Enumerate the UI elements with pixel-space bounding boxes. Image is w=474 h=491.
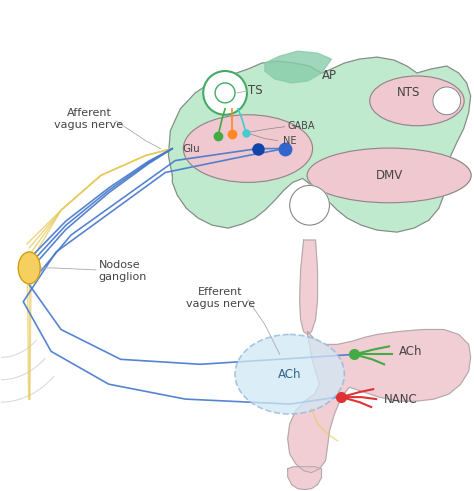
Circle shape <box>290 186 329 225</box>
Polygon shape <box>168 57 471 232</box>
Text: NANC: NANC <box>384 393 418 406</box>
Text: TS: TS <box>248 84 263 97</box>
Ellipse shape <box>18 252 40 284</box>
Polygon shape <box>288 329 471 473</box>
Text: NTS: NTS <box>397 86 420 99</box>
Ellipse shape <box>235 334 345 414</box>
Text: DMV: DMV <box>375 169 403 182</box>
Polygon shape <box>288 467 321 490</box>
Circle shape <box>215 83 235 103</box>
Text: Efferent: Efferent <box>198 287 242 297</box>
Text: ACh: ACh <box>399 345 422 358</box>
Text: AP: AP <box>322 70 337 82</box>
Text: vagus nerve: vagus nerve <box>55 120 123 130</box>
Ellipse shape <box>307 148 471 203</box>
Text: GABA: GABA <box>288 121 315 131</box>
Text: Nodose: Nodose <box>99 260 140 270</box>
Polygon shape <box>300 240 318 334</box>
Circle shape <box>433 87 461 115</box>
Ellipse shape <box>370 76 464 126</box>
Text: ganglion: ganglion <box>99 272 147 282</box>
Text: NE: NE <box>283 136 296 146</box>
Polygon shape <box>265 51 331 83</box>
Text: Glu: Glu <box>182 143 200 154</box>
Text: vagus nerve: vagus nerve <box>185 299 255 309</box>
Text: Afferent: Afferent <box>66 108 111 118</box>
Circle shape <box>203 71 247 115</box>
Text: ACh: ACh <box>278 368 301 381</box>
Ellipse shape <box>183 115 312 182</box>
